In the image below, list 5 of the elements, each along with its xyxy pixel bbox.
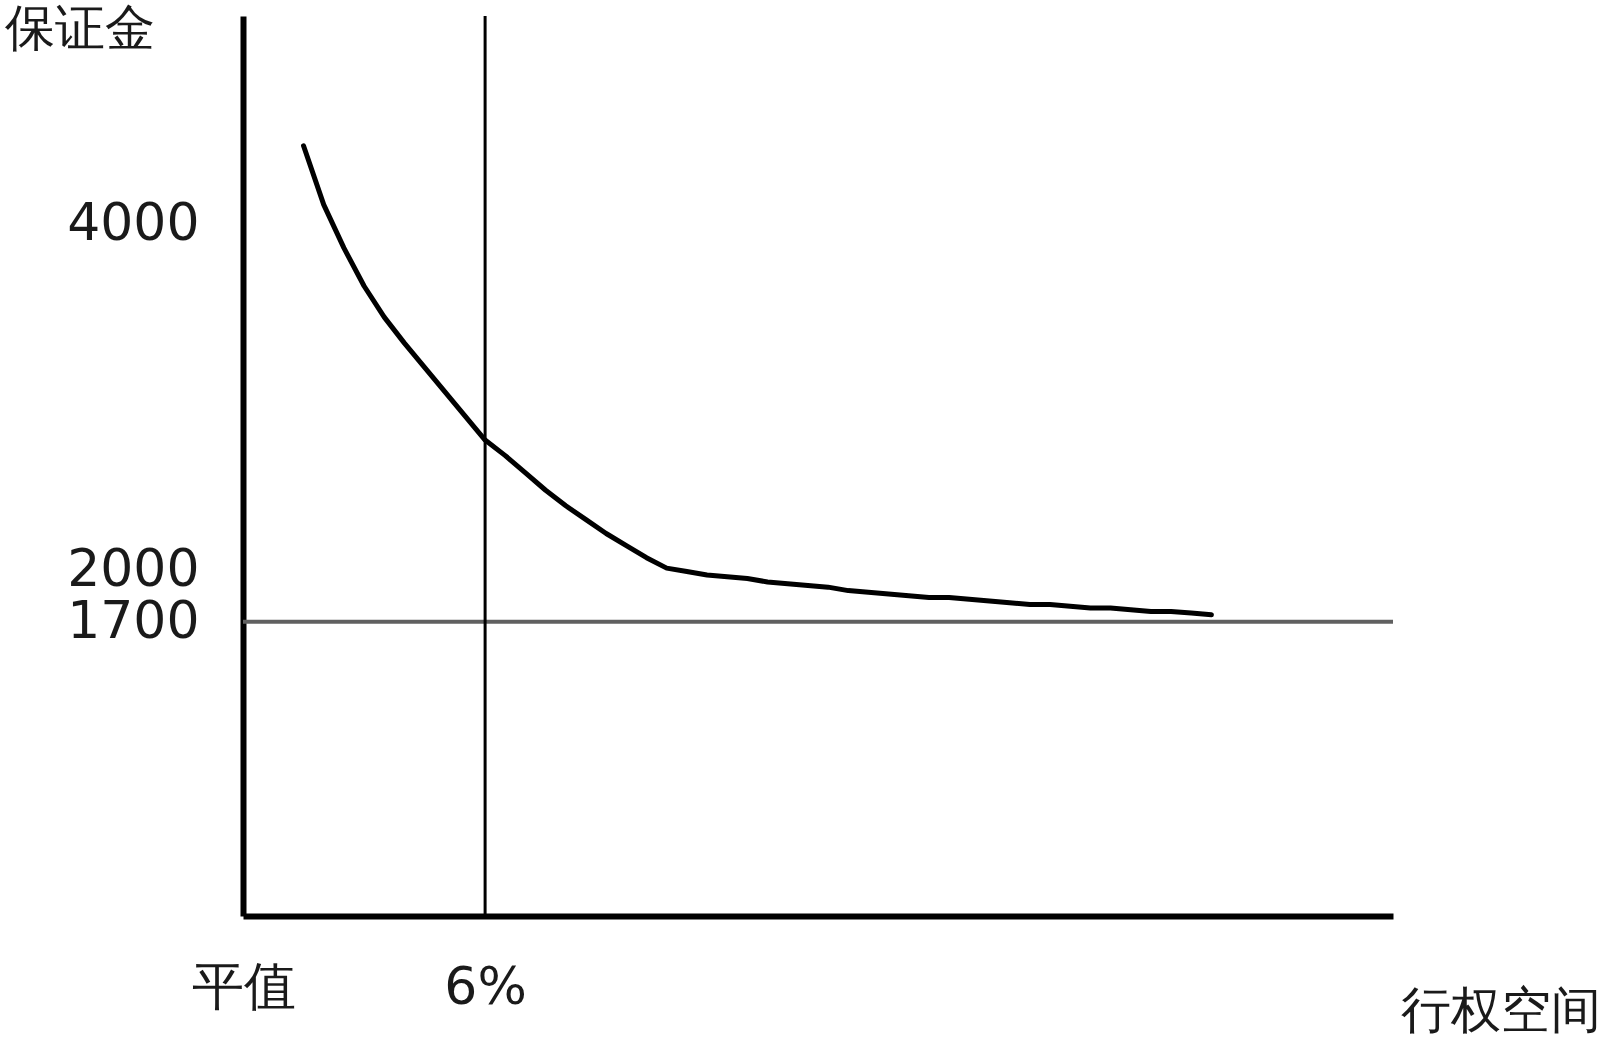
x-axis-title: 行权空间 <box>1400 980 1601 1039</box>
y-axis-title: 保证金 <box>4 0 155 57</box>
x-tick-label: 6% <box>444 955 527 1016</box>
y-tick-label: 4000 <box>67 192 200 253</box>
x-tick-label: 平值 <box>191 955 296 1016</box>
